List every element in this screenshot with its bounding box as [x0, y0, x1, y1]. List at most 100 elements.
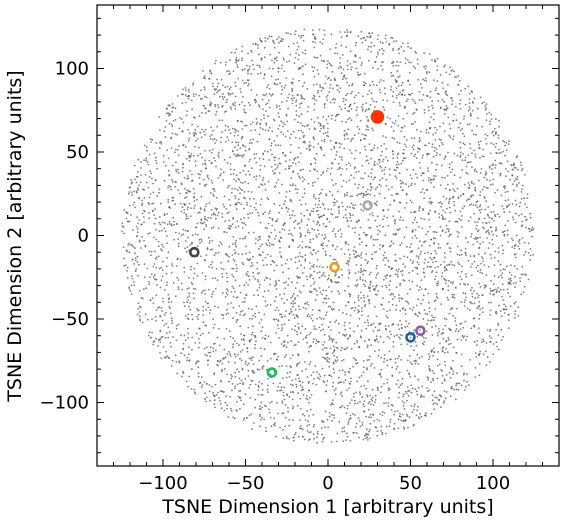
cloud-point — [350, 138, 353, 141]
cloud-point — [464, 292, 467, 295]
cloud-point — [258, 186, 260, 189]
cloud-point — [339, 87, 342, 89]
cloud-point — [347, 421, 350, 424]
cloud-point — [256, 289, 259, 292]
cloud-point — [448, 73, 451, 76]
cloud-point — [145, 287, 148, 290]
cloud-point — [138, 290, 141, 292]
cloud-point — [490, 230, 493, 233]
cloud-point — [265, 110, 267, 112]
cloud-point — [283, 293, 286, 295]
cloud-point — [229, 168, 232, 171]
cloud-point — [210, 213, 213, 216]
cloud-point — [307, 420, 309, 423]
cloud-point — [275, 220, 278, 223]
cloud-point — [416, 176, 418, 179]
cloud-point — [523, 241, 526, 244]
cloud-point — [436, 358, 439, 361]
cloud-point — [230, 409, 233, 412]
cloud-point — [429, 225, 431, 228]
cloud-point — [278, 41, 280, 44]
cloud-point — [273, 417, 276, 420]
cloud-point — [161, 310, 163, 312]
cloud-point — [193, 297, 195, 300]
cloud-point — [514, 212, 517, 215]
cloud-point — [479, 211, 482, 214]
cloud-point — [234, 279, 237, 282]
cloud-point — [238, 344, 241, 346]
cloud-point — [392, 129, 395, 132]
cloud-point — [217, 391, 219, 394]
cloud-point — [335, 341, 338, 344]
cloud-point — [188, 190, 191, 193]
cloud-point — [339, 393, 342, 395]
cloud-point — [355, 432, 358, 435]
cloud-point — [310, 210, 313, 213]
cloud-point — [290, 310, 293, 313]
cloud-point — [327, 77, 329, 80]
cloud-point — [478, 282, 481, 285]
cloud-point — [448, 220, 451, 223]
cloud-point — [489, 120, 491, 123]
cloud-point — [325, 384, 328, 386]
cloud-point — [160, 248, 162, 251]
cloud-point — [371, 399, 374, 402]
cloud-point — [334, 235, 337, 238]
cloud-point — [444, 265, 446, 268]
cloud-point — [346, 220, 349, 223]
cloud-point — [278, 365, 280, 368]
cloud-point — [457, 197, 460, 200]
cloud-point — [331, 340, 334, 343]
cloud-point — [240, 203, 243, 206]
cloud-point — [172, 336, 174, 338]
cloud-point — [488, 216, 491, 219]
cloud-point — [372, 214, 374, 217]
cloud-point — [411, 237, 414, 240]
cloud-point — [480, 168, 483, 170]
cloud-point — [376, 38, 379, 41]
cloud-point — [383, 308, 385, 310]
cloud-point — [340, 44, 343, 47]
cloud-point — [489, 328, 492, 331]
cloud-point — [452, 135, 455, 138]
cloud-point — [372, 66, 374, 69]
cloud-point — [351, 227, 354, 230]
cloud-point — [214, 103, 217, 106]
cloud-point — [322, 420, 325, 423]
cloud-point — [346, 35, 349, 38]
cloud-point — [344, 103, 347, 106]
cloud-point — [297, 45, 300, 48]
cloud-point — [325, 170, 328, 172]
cloud-point — [197, 372, 200, 375]
cloud-point — [215, 88, 218, 90]
cloud-point — [508, 271, 511, 274]
cloud-point — [243, 222, 246, 225]
cloud-point — [468, 98, 471, 100]
cloud-point — [364, 39, 367, 42]
cloud-point — [196, 125, 199, 128]
cloud-point — [200, 219, 203, 222]
cloud-point — [325, 194, 328, 197]
cloud-point — [232, 317, 234, 320]
cloud-point — [190, 242, 193, 245]
cloud-point — [311, 265, 313, 268]
cloud-point — [333, 77, 336, 80]
cloud-point — [499, 162, 502, 165]
cloud-point — [383, 360, 385, 363]
cloud-point — [360, 30, 363, 33]
cloud-point — [246, 201, 249, 204]
cloud-point — [268, 408, 270, 411]
cloud-point — [382, 99, 384, 101]
cloud-point — [503, 141, 506, 143]
cloud-point — [300, 113, 303, 116]
cloud-point — [494, 164, 497, 167]
cloud-point — [204, 278, 207, 281]
cloud-point — [211, 240, 214, 242]
cloud-point — [352, 204, 354, 207]
cloud-point — [330, 403, 332, 406]
cloud-point — [278, 105, 281, 107]
cloud-point — [269, 401, 271, 404]
cloud-point — [376, 186, 379, 189]
cloud-point — [492, 134, 495, 137]
cloud-point — [187, 151, 190, 154]
